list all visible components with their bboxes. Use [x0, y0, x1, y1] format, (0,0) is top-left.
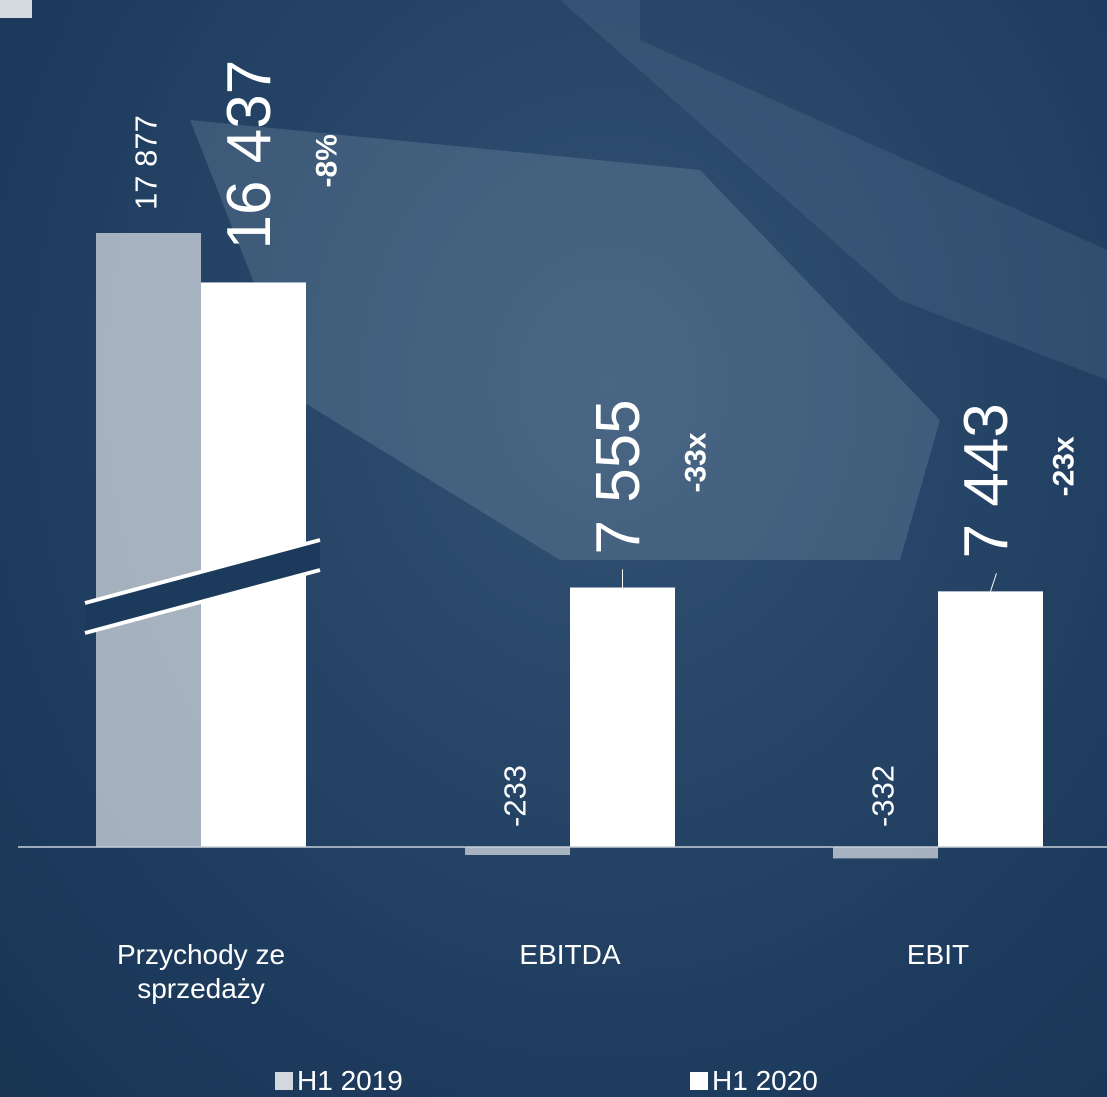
break-line — [84, 568, 321, 635]
value-label: 7 555 — [584, 399, 653, 554]
category-label: Przychody ze sprzedaży — [116, 939, 286, 1004]
value-label: -332 — [866, 765, 901, 827]
change-label: -8% — [310, 134, 343, 187]
legend-item: H1 2019 — [275, 1065, 403, 1097]
legend-swatch — [690, 1072, 708, 1090]
value-label: 16 437 — [215, 60, 284, 250]
value-label: 17 877 — [129, 115, 164, 210]
legend-swatch — [275, 1072, 293, 1090]
change-label: -33x — [679, 432, 712, 492]
value-label: 7 443 — [952, 403, 1021, 558]
break-band — [85, 540, 320, 633]
legend-label: H1 2020 — [712, 1065, 818, 1096]
ship-shape — [190, 120, 940, 560]
legend-label: H1 2019 — [297, 1065, 403, 1096]
legend-item: H1 2020 — [690, 1065, 818, 1097]
bar — [96, 233, 201, 847]
bar — [833, 847, 938, 859]
pier-shape — [560, 0, 1107, 380]
corner-box — [0, 0, 32, 18]
change-label: -23x — [1047, 436, 1080, 496]
leader-line — [990, 573, 997, 592]
axis-break — [84, 538, 321, 635]
category-label: EBIT — [906, 939, 970, 970]
bar — [465, 847, 570, 856]
category-label: EBITDA — [519, 939, 621, 970]
bar — [570, 587, 675, 847]
bar — [938, 591, 1043, 847]
value-label: -233 — [498, 765, 533, 827]
break-line — [84, 538, 321, 605]
